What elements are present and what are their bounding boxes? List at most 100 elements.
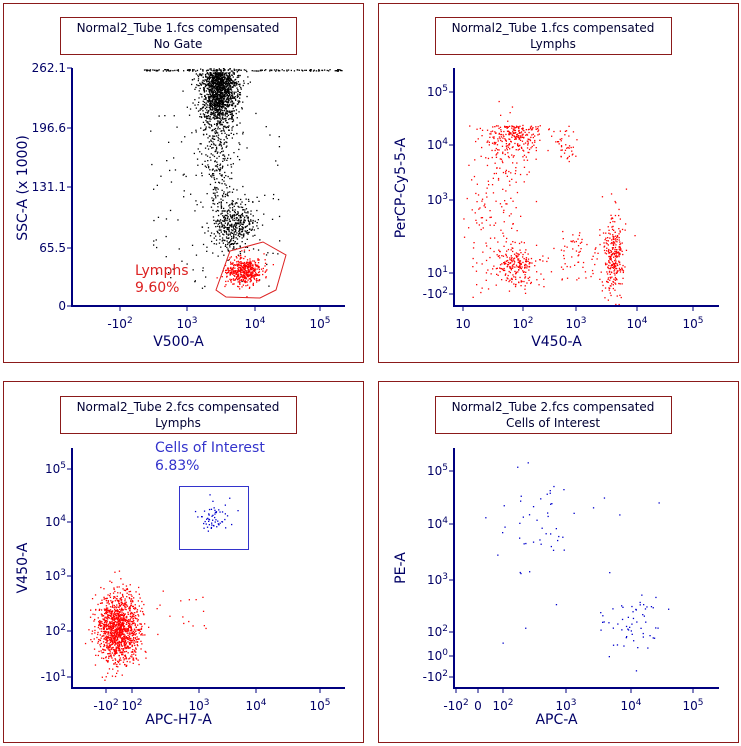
data-point	[519, 276, 521, 279]
data-point	[529, 276, 531, 278]
data-point	[205, 115, 208, 117]
data-point	[251, 267, 253, 269]
data-point	[133, 637, 135, 639]
data-point	[494, 162, 496, 164]
data-point	[105, 611, 107, 614]
data-point	[103, 588, 105, 590]
data-point	[194, 99, 196, 101]
data-point	[168, 70, 170, 72]
data-point	[232, 125, 234, 128]
data-point	[231, 110, 233, 112]
data-point	[520, 252, 522, 254]
data-point	[97, 642, 99, 644]
data-point	[129, 584, 131, 586]
data-point	[123, 638, 126, 640]
data-point	[235, 105, 237, 107]
data-point	[131, 595, 133, 597]
data-point	[605, 232, 607, 234]
data-point	[224, 81, 226, 83]
data-point	[505, 253, 507, 255]
data-point	[509, 266, 511, 268]
data-point	[239, 257, 242, 259]
data-point	[504, 153, 506, 156]
data-point	[610, 251, 612, 254]
data-point	[242, 262, 244, 264]
data-point	[255, 265, 258, 267]
data-point	[217, 210, 220, 212]
data-point	[209, 83, 212, 85]
data-point	[252, 222, 254, 224]
data-point	[107, 616, 110, 619]
data-point	[572, 153, 574, 155]
data-point	[215, 104, 217, 107]
data-point	[487, 180, 489, 182]
data-point	[107, 639, 109, 642]
data-point	[615, 303, 617, 306]
data-point	[107, 600, 110, 602]
data-point	[230, 97, 232, 99]
data-point	[560, 249, 563, 251]
data-point	[129, 643, 131, 645]
data-point	[226, 90, 228, 93]
data-point	[218, 524, 220, 526]
data-point	[223, 239, 225, 242]
data-point	[206, 83, 208, 85]
data-point	[518, 242, 521, 245]
data-point	[226, 89, 228, 91]
data-point	[610, 249, 612, 252]
data-point	[534, 265, 536, 267]
data-point	[115, 646, 117, 648]
data-point	[209, 156, 211, 159]
data-point	[522, 129, 524, 131]
data-point	[120, 643, 122, 645]
data-point	[234, 98, 237, 100]
data-point	[502, 137, 504, 139]
data-point	[203, 114, 206, 116]
data-point	[230, 271, 233, 273]
data-point	[608, 271, 611, 273]
data-point	[208, 83, 210, 85]
data-point	[610, 257, 612, 260]
data-point	[224, 72, 226, 74]
data-point	[491, 184, 494, 186]
data-point	[563, 254, 565, 257]
data-point	[585, 277, 587, 279]
data-point	[231, 91, 233, 93]
data-point	[255, 279, 257, 281]
data-point	[250, 268, 252, 270]
data-point	[214, 109, 216, 111]
data-point	[115, 618, 117, 620]
data-point	[104, 649, 107, 651]
data-point	[209, 494, 211, 496]
data-point	[485, 279, 487, 281]
data-point	[509, 148, 511, 150]
data-point	[122, 619, 124, 621]
data-point	[265, 270, 267, 272]
data-point	[106, 645, 108, 647]
data-point	[238, 264, 240, 266]
data-point	[222, 89, 224, 91]
data-point	[112, 636, 114, 638]
data-point	[115, 624, 117, 627]
data-point	[127, 619, 130, 621]
data-point	[208, 84, 210, 87]
data-point	[110, 633, 113, 635]
data-point	[221, 123, 223, 125]
data-point	[248, 261, 250, 264]
data-point	[498, 100, 500, 103]
data-point	[523, 143, 525, 145]
data-point	[226, 210, 229, 212]
data-point	[481, 135, 483, 137]
data-point	[206, 73, 208, 75]
data-point	[230, 281, 232, 283]
data-point	[128, 622, 130, 624]
data-point	[609, 276, 611, 278]
data-point	[124, 605, 126, 607]
data-point	[272, 198, 274, 200]
data-point	[561, 279, 563, 281]
data-point	[210, 72, 212, 74]
title-box	[60, 396, 297, 434]
data-point	[525, 260, 527, 263]
data-point	[166, 160, 168, 162]
